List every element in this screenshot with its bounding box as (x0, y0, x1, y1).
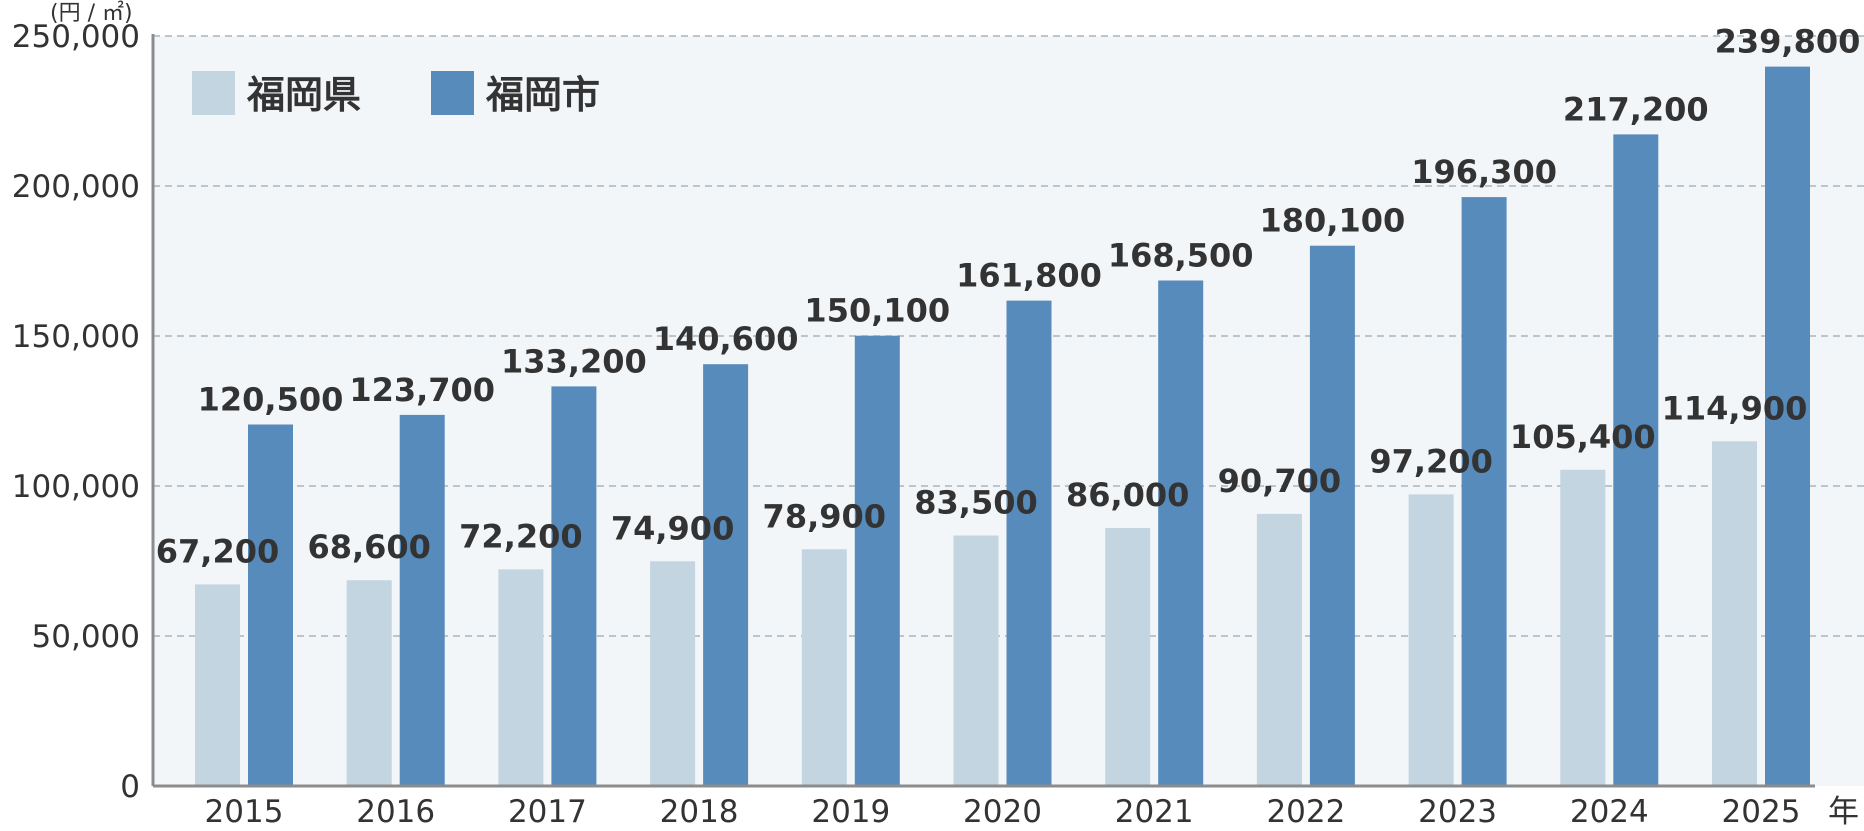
bar-city (551, 386, 597, 786)
legend-swatch (192, 71, 235, 115)
bar-prefecture (1408, 494, 1454, 786)
bar-prefecture (346, 580, 392, 786)
legend-label: 福岡市 (485, 73, 600, 117)
x-tick-label: 2025 (1722, 794, 1801, 827)
data-label-prefecture: 90,700 (1218, 462, 1341, 500)
bar-prefecture (498, 569, 544, 786)
x-tick-label: 2018 (660, 794, 739, 827)
bar-prefecture (801, 549, 847, 786)
bar-city (1309, 245, 1355, 786)
x-tick-label: 2019 (811, 794, 890, 827)
bar-prefecture (1256, 513, 1302, 786)
data-label-city: 140,600 (653, 320, 799, 358)
x-tick-label: 2024 (1570, 794, 1649, 827)
data-label-prefecture: 74,900 (611, 509, 734, 547)
legend-item-city: 福岡市 (431, 71, 600, 117)
bar-prefecture (650, 561, 696, 786)
y-tick-label: 100,000 (12, 469, 140, 505)
data-label-city: 123,700 (349, 371, 495, 409)
bar-prefecture (1105, 528, 1151, 786)
x-tick-label: 2017 (508, 794, 587, 827)
bar-city (248, 424, 293, 786)
data-label-prefecture: 68,600 (307, 528, 430, 566)
data-label-prefecture: 67,200 (156, 532, 279, 570)
x-tick-label: 2023 (1418, 794, 1497, 827)
data-label-city: 120,500 (198, 381, 344, 419)
legend-label: 福岡県 (246, 73, 361, 117)
data-label-prefecture: 72,200 (459, 517, 582, 555)
data-label-prefecture: 114,900 (1662, 389, 1808, 427)
bar-city (703, 364, 749, 786)
data-label-prefecture: 86,000 (1066, 476, 1189, 514)
data-label-prefecture: 105,400 (1510, 418, 1656, 456)
data-label-city: 180,100 (1260, 202, 1406, 240)
bar-city (854, 335, 900, 786)
bar-city (1461, 197, 1507, 787)
x-tick-label: 2016 (356, 794, 435, 827)
data-label-city: 133,200 (501, 342, 647, 380)
bar-prefecture (953, 535, 999, 786)
bar-city (1006, 300, 1052, 786)
legend-item-prefecture: 福岡県 (192, 71, 361, 117)
data-label-prefecture: 97,200 (1369, 442, 1492, 480)
x-axis-unit-label: 年 (1828, 794, 1859, 827)
x-tick-label: 2021 (1115, 794, 1194, 827)
data-label-prefecture: 83,500 (914, 484, 1037, 522)
bar-city (399, 414, 445, 786)
bar-prefecture (195, 584, 240, 786)
x-tick-label: 2020 (963, 794, 1042, 827)
data-label-prefecture: 78,900 (763, 497, 886, 535)
x-tick-label: 2022 (1266, 794, 1345, 827)
y-tick-label: 250,000 (12, 19, 140, 55)
data-label-city: 196,300 (1411, 153, 1557, 191)
bar-prefecture (1712, 441, 1757, 786)
data-label-city: 217,200 (1563, 90, 1709, 128)
bar-city (1613, 134, 1659, 786)
data-label-city: 239,800 (1715, 23, 1861, 61)
y-tick-label: 150,000 (12, 319, 140, 355)
bar-prefecture (1560, 469, 1606, 786)
x-tick-label: 2015 (205, 794, 284, 827)
legend-swatch (431, 71, 474, 115)
y-tick-label: 50,000 (32, 619, 140, 655)
bar-city (1765, 66, 1810, 787)
data-label-city: 168,500 (1108, 237, 1254, 275)
y-tick-label: 0 (120, 769, 140, 805)
bar-city (1158, 280, 1204, 786)
data-label-city: 161,800 (956, 257, 1102, 295)
y-tick-label: 200,000 (12, 169, 140, 205)
y-axis-unit-label: (円 / ㎡) (50, 0, 133, 26)
data-label-city: 150,100 (804, 292, 950, 330)
